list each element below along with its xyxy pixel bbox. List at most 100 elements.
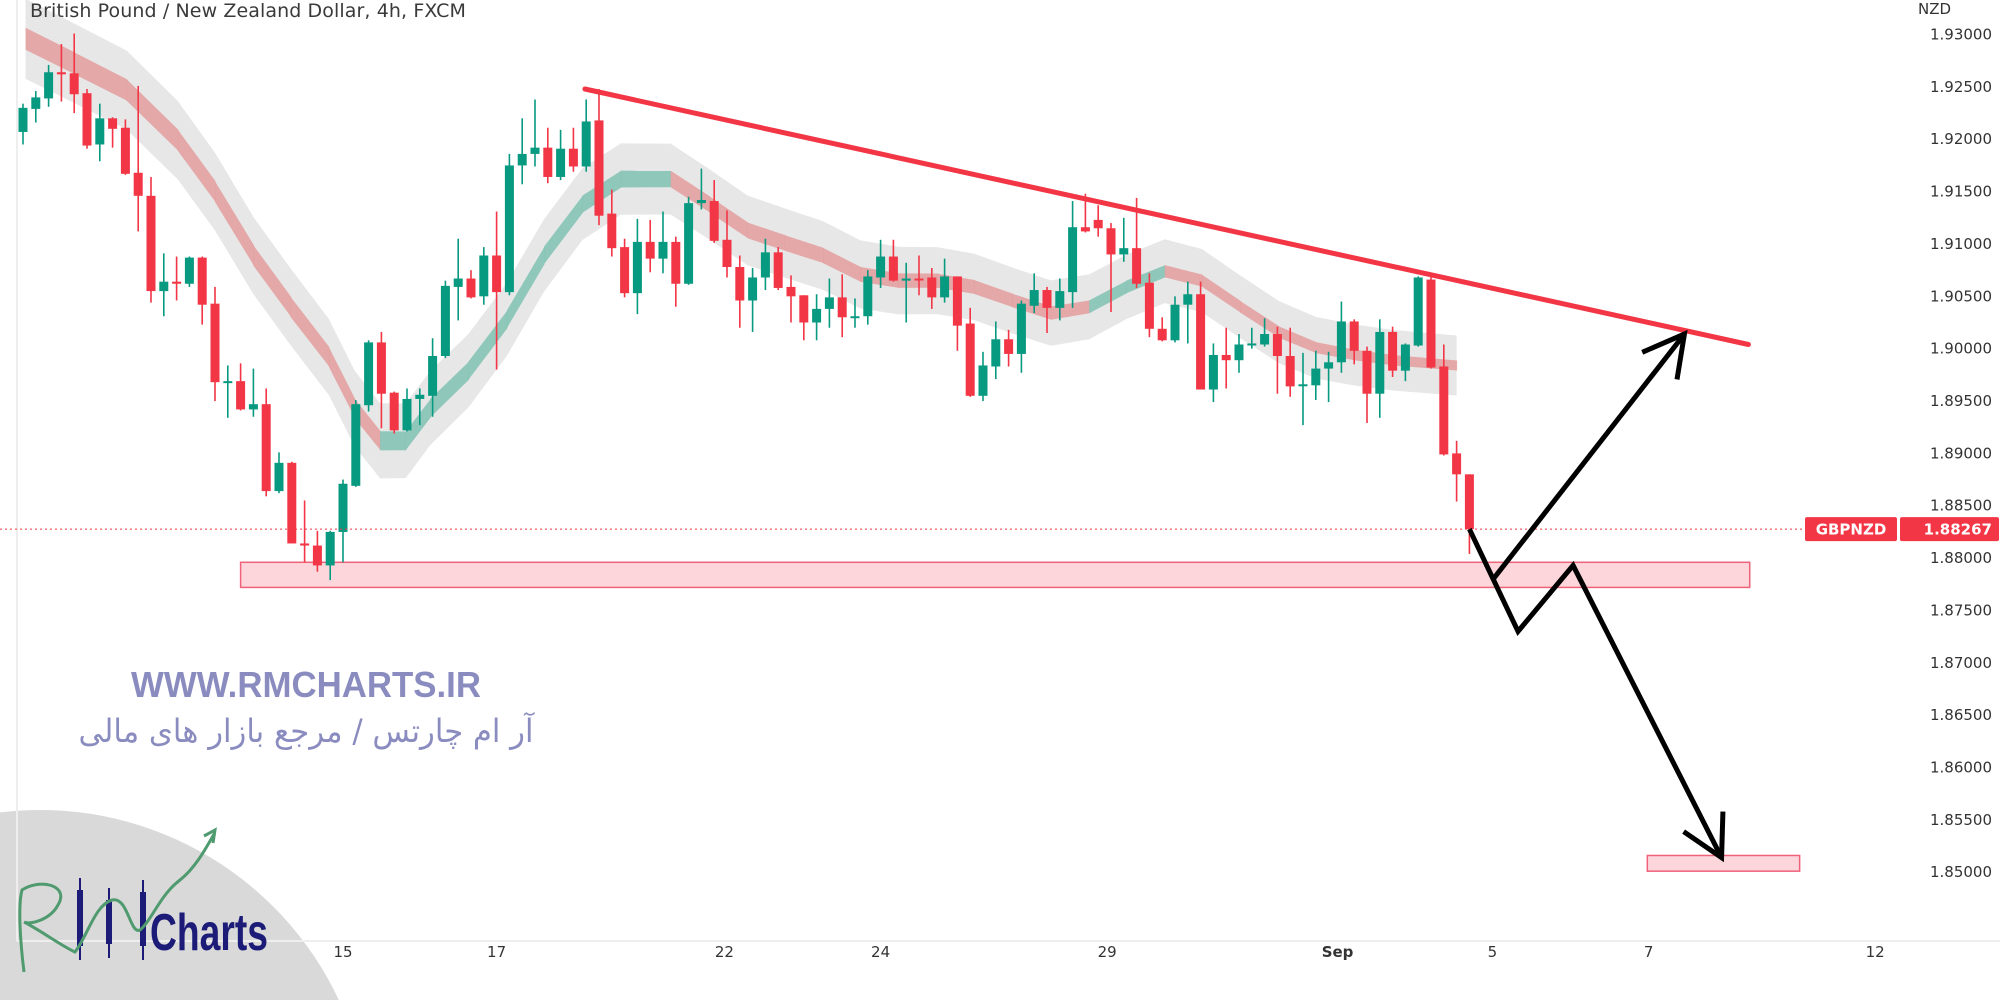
candle-body xyxy=(120,127,130,174)
candle-body xyxy=(1080,227,1090,232)
candle xyxy=(901,262,911,323)
ma-ribbon-segment xyxy=(620,170,672,188)
candle-body xyxy=(300,543,310,546)
candle xyxy=(1234,334,1244,373)
logo-arrow-icon xyxy=(203,827,217,844)
logo-bar-body xyxy=(106,900,112,944)
candle-body xyxy=(1388,331,1398,371)
ma-ribbon-segment xyxy=(354,398,381,451)
time-tick-label: 22 xyxy=(715,943,734,961)
candle-body xyxy=(965,323,975,396)
candle xyxy=(415,388,425,426)
time-tick-label: 17 xyxy=(487,943,506,961)
ma-ribbon-segment xyxy=(430,361,469,418)
candle-body xyxy=(223,381,233,384)
price-tick-label: 1.93000 xyxy=(1930,26,1992,44)
price-axis[interactable]: NZD 1.93000 1.92500 1.92000 1.91500 1.91000 1.… xyxy=(1805,0,1999,881)
candle xyxy=(1426,276,1436,369)
price-tick-label: 1.85000 xyxy=(1930,863,1992,881)
candle xyxy=(888,239,898,282)
last-price-tag[interactable]: GBPNZD 1.88267 xyxy=(1805,517,1999,542)
ma-ribbon-segment xyxy=(823,247,861,282)
candle-body xyxy=(1004,339,1014,354)
projection-path-up[interactable] xyxy=(1490,332,1687,582)
candle xyxy=(594,89,604,226)
time-tick-label: 12 xyxy=(1866,943,1885,961)
candle-body xyxy=(556,148,566,177)
candle xyxy=(1068,201,1078,308)
ma-ribbon-segment xyxy=(328,347,356,419)
candle-body xyxy=(1183,294,1193,305)
time-tick-label: 29 xyxy=(1098,943,1117,961)
ma-ribbon-segment xyxy=(1278,326,1317,354)
support-zone[interactable] xyxy=(239,561,1751,589)
candle xyxy=(1272,326,1282,394)
projection-path-up-arrowhead-icon xyxy=(1641,329,1688,380)
candle-body xyxy=(632,241,642,294)
chart-title: British Pound / New Zealand Dollar, 4h, … xyxy=(30,0,466,22)
candle-body xyxy=(709,201,719,241)
candle xyxy=(389,391,399,434)
candle xyxy=(581,99,591,172)
candle xyxy=(1221,327,1231,389)
candle xyxy=(210,286,220,402)
candle-body xyxy=(56,72,66,75)
candle-body xyxy=(517,153,527,166)
candle-body xyxy=(952,276,962,326)
candle xyxy=(1324,351,1334,403)
ma-ribbon-segment xyxy=(1012,293,1052,320)
candle xyxy=(837,274,847,338)
candle-body xyxy=(1285,356,1295,387)
ma-ribbon-segment xyxy=(290,296,330,367)
candle xyxy=(1260,318,1270,347)
candle-body xyxy=(376,342,386,394)
candle-body xyxy=(568,148,578,167)
candle xyxy=(133,85,143,232)
candle-body xyxy=(1068,227,1078,293)
candle xyxy=(1055,278,1065,321)
candle-body xyxy=(607,213,617,249)
candle-body xyxy=(1234,344,1244,361)
price-tick-label: 1.89500 xyxy=(1930,392,1992,410)
candle xyxy=(1400,343,1410,382)
candle-body xyxy=(197,257,207,305)
candle-body xyxy=(671,241,681,284)
candle-body xyxy=(684,203,694,284)
candle-body xyxy=(1362,350,1372,394)
candle-body xyxy=(620,247,630,294)
price-tick-label: 1.91000 xyxy=(1930,235,1992,253)
candle-body xyxy=(351,404,361,486)
candle xyxy=(735,255,745,328)
candle-body xyxy=(133,172,143,196)
candle xyxy=(556,129,566,181)
candle xyxy=(197,256,207,325)
candle-body xyxy=(722,239,732,268)
candle xyxy=(479,247,489,305)
candle-body xyxy=(402,398,412,431)
candle-body xyxy=(1042,290,1052,308)
candle-body xyxy=(1260,334,1270,345)
candle xyxy=(940,258,950,303)
candle xyxy=(108,117,118,148)
candle xyxy=(722,210,732,278)
candle xyxy=(1093,205,1103,237)
resistance-trendline[interactable] xyxy=(582,86,1751,347)
candle-body xyxy=(530,147,540,154)
candle-body xyxy=(773,252,783,288)
candle-body xyxy=(108,118,118,129)
candle xyxy=(338,479,348,563)
candle xyxy=(620,238,630,298)
candle xyxy=(658,211,668,274)
logo-circle xyxy=(0,809,339,1000)
price-tick-label: 1.88000 xyxy=(1930,549,1992,567)
time-axis[interactable]: 15 17 22 24 29 Sep 5 7 12 xyxy=(333,943,1884,961)
candle-body xyxy=(479,255,489,297)
watermark-tagline: آر ام چارتس / مرجع بازار های مالی xyxy=(79,711,536,750)
ma-ribbon-segment xyxy=(1164,265,1203,287)
drawings[interactable] xyxy=(0,86,1805,863)
candle xyxy=(1004,329,1014,367)
candle xyxy=(274,452,284,494)
candle xyxy=(184,256,194,287)
price-tick-label: 1.87500 xyxy=(1930,601,1992,619)
